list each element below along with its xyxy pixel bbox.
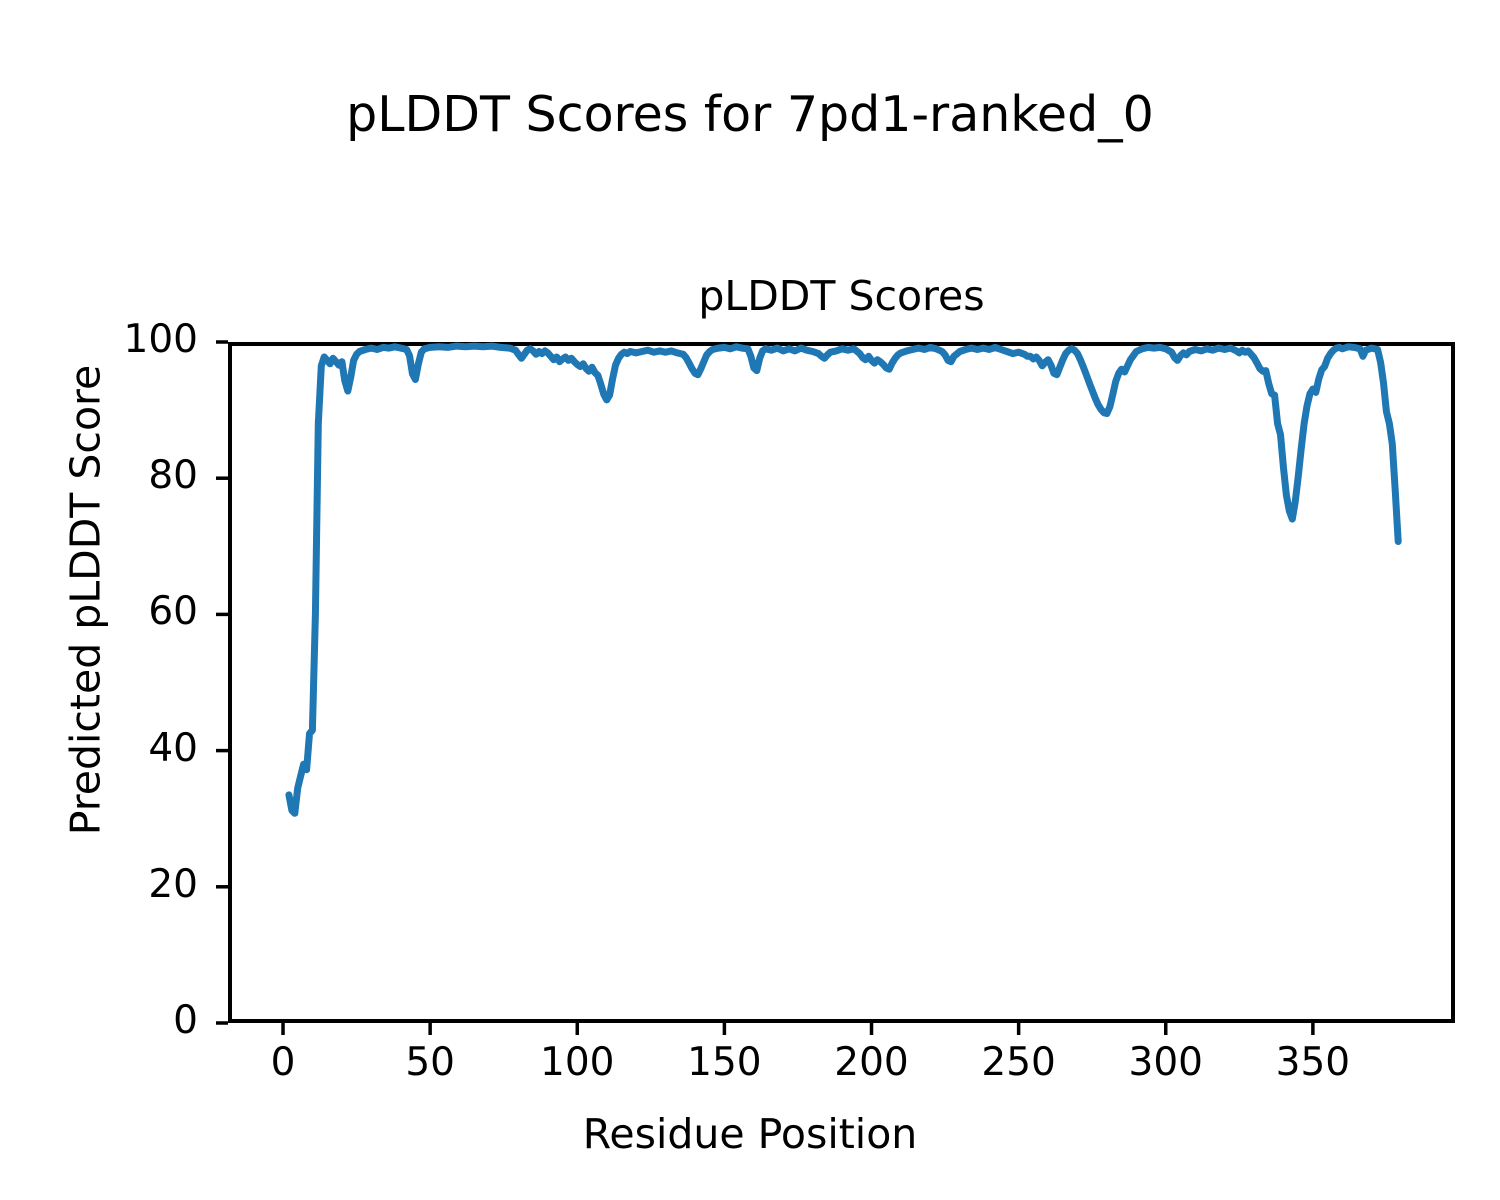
- plot-area: [228, 342, 1455, 1023]
- y-axis-label: Predicted pLDDT Score: [61, 364, 110, 836]
- x-tick-label: 0: [270, 1040, 296, 1085]
- x-tick-label: 50: [405, 1040, 455, 1085]
- x-axis-label: Residue Position: [582, 1110, 918, 1158]
- figure-title: pLDDT Scores for 7pd1-ranked_0: [346, 86, 1154, 143]
- plddt-line-series: [285, 342, 1402, 817]
- y-tick-label: 40: [148, 725, 198, 771]
- x-tick-label: 300: [1128, 1040, 1203, 1085]
- axes-title: pLDDT Scores: [698, 272, 985, 320]
- y-tick-label: 20: [148, 861, 198, 907]
- x-tick-label: 150: [687, 1040, 762, 1085]
- y-tick-label: 100: [123, 316, 198, 362]
- x-tick-label: 100: [540, 1040, 615, 1085]
- y-tick-label: 0: [173, 997, 198, 1043]
- x-tick-label: 250: [981, 1040, 1056, 1085]
- y-tick-label: 60: [148, 589, 198, 635]
- y-tick-label: 80: [148, 453, 198, 499]
- x-tick-label: 350: [1275, 1040, 1351, 1085]
- x-tick-label: 200: [834, 1040, 909, 1085]
